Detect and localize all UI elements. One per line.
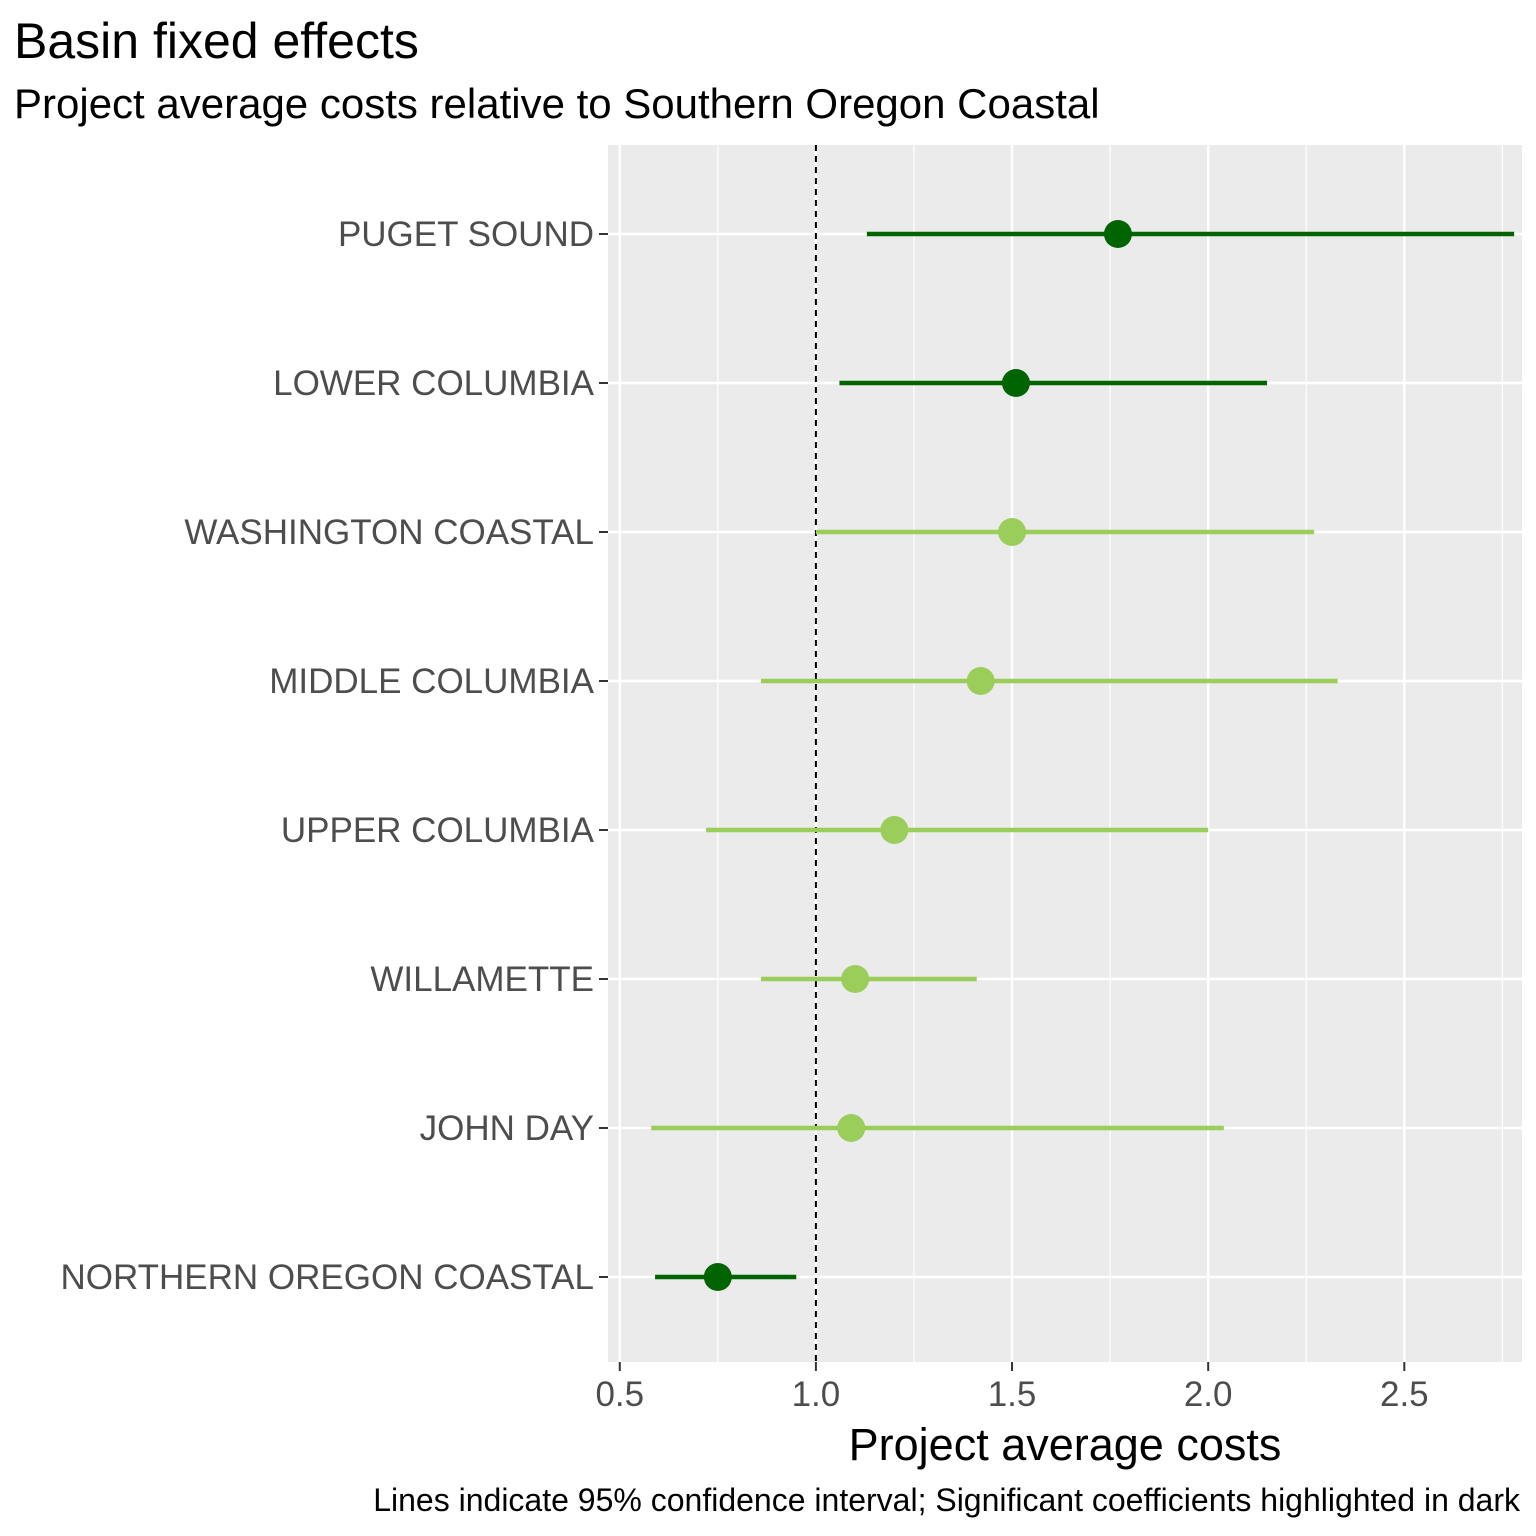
estimate-point bbox=[703, 1263, 732, 1291]
y-tick-label: WILLAMETTE bbox=[370, 960, 594, 999]
estimate-point bbox=[998, 518, 1027, 546]
plot-panel bbox=[608, 145, 1522, 1362]
y-tick-label: JOHN DAY bbox=[420, 1109, 594, 1148]
estimate-point bbox=[837, 1114, 866, 1142]
chart-subtitle: Project average costs relative to Southe… bbox=[14, 80, 1100, 127]
x-axis-title: Project average costs bbox=[849, 1419, 1282, 1470]
x-tick-label: 1.5 bbox=[988, 1375, 1037, 1414]
y-tick-label: MIDDLE COLUMBIA bbox=[269, 662, 594, 701]
estimate-point bbox=[1001, 369, 1030, 397]
chart-title: Basin fixed effects bbox=[14, 13, 419, 69]
y-tick-label: WASHINGTON COASTAL bbox=[184, 513, 594, 552]
x-tick-label: 1.0 bbox=[792, 1375, 841, 1414]
estimate-point bbox=[1103, 220, 1132, 248]
y-tick-label: NORTHERN OREGON COASTAL bbox=[61, 1258, 595, 1297]
y-tick-label: LOWER COLUMBIA bbox=[273, 364, 595, 403]
estimate-point bbox=[966, 667, 995, 695]
x-tick-label: 2.5 bbox=[1380, 1375, 1429, 1414]
y-tick-label: PUGET SOUND bbox=[338, 215, 594, 254]
estimate-point bbox=[880, 816, 909, 844]
estimate-point bbox=[841, 965, 870, 993]
chart-caption: Lines indicate 95% confidence interval; … bbox=[373, 1482, 1520, 1518]
y-tick-label: UPPER COLUMBIA bbox=[281, 811, 595, 850]
x-tick-label: 0.5 bbox=[595, 1375, 644, 1414]
x-tick-label: 2.0 bbox=[1184, 1375, 1233, 1414]
